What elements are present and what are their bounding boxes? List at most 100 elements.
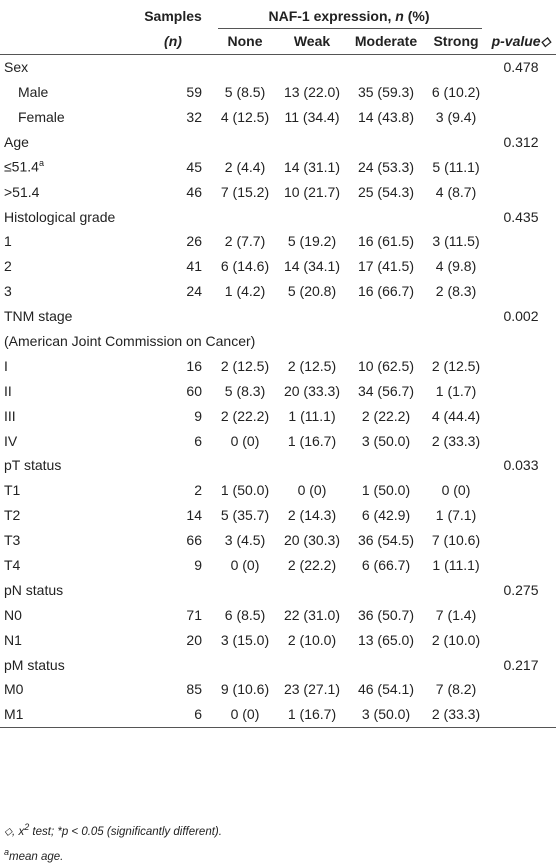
cell-pvalue: 0.478 [503,59,539,76]
cell-pvalue [486,279,556,304]
cell-strong [426,204,486,229]
table-row: >51.4 46 7 (15.2) 10 (21.7) 25 (54.3) 4 (8.7) [0,179,556,204]
cell-pvalue [486,553,556,578]
table-row: III 9 2 (22.2) 1 (11.1) 2 (22.2) 4 (44.4) [0,403,556,428]
table-row: T2 14 5 (35.7) 2 (14.3) 6 (42.9) 1 (7.1) [0,503,556,528]
header-pvalue: p-value⬦ [486,28,556,55]
footnote-test-prefix: ⬦, x [4,825,25,838]
cell-n: 14 [186,507,202,524]
cell-pvalue: 0.217 [503,656,539,673]
cell-none: 2 (22.2) [220,407,270,424]
cell-pvalue [486,627,556,652]
row-label-text: pT status [4,457,62,474]
cell-none [212,577,278,602]
cell-weak: 5 (19.2) [287,233,337,250]
cell-moderate: 2 (22.2) [361,407,411,424]
cell-moderate [346,129,426,154]
row-label: Age [0,129,134,154]
cell-strong: 2 (33.3) [426,701,486,728]
cell-weak: 1 (16.7) [287,432,337,449]
row-label: T3 [0,528,134,553]
row-label: N0 [0,602,134,627]
cell-pvalue [486,154,556,179]
naf1-expression-table: Samples NAF-1 expression, n (%) (n) None… [0,4,556,728]
cell-n: 9 [194,407,202,424]
cell-weak [278,453,346,478]
cell-strong [426,54,486,79]
cell-moderate [346,304,426,329]
header-naf-text: NAF-1 expression, n (%) [268,8,430,25]
cell-moderate: 34 (56.7) [357,382,415,399]
cell-pvalue: 0.312 [503,133,539,150]
row-label-text: 2 [4,258,12,275]
row-label-text: M0 [4,681,24,698]
row-label-text: pN status [4,581,64,598]
cell-none: 1 (4.2) [224,283,266,300]
cell-n: 20 [186,631,202,648]
row-label-text: T1 [4,482,21,499]
group-row: Sex 0.478 [0,54,556,79]
cell-n: 46 [186,183,202,200]
row-label: T2 [0,503,134,528]
cell-n: 16 [186,357,202,374]
row-label-text: N0 [4,606,22,623]
cell-pvalue [486,478,556,503]
cell-strong: 1 (1.7) [435,382,477,399]
row-label: M1 [0,701,134,728]
cell-moderate: 46 (54.1) [357,681,415,698]
cell-weak: 14 (31.1) [283,158,341,175]
row-label: 3 [0,279,134,304]
cell-strong [426,304,486,329]
footnote-mean-age-sup: a [4,846,10,857]
cell-weak [278,129,346,154]
cell-none: 0 (0) [212,701,278,728]
cell-pvalue [486,254,556,279]
cell-pvalue: 0.435 [503,208,539,225]
cell-n: 60 [186,382,202,399]
cell-none [212,54,278,79]
row-label-text: N1 [4,631,22,648]
cell-strong: 6 (10.2) [431,84,481,101]
row-label-text: Sex [4,59,29,76]
cell-pvalue: 0.002 [503,308,539,325]
cell-n: 24 [186,283,202,300]
cell-n: 71 [186,606,202,623]
header-blank [0,4,134,29]
table-row: Female 32 4 (12.5) 11 (34.4) 14 (43.8) 3 (9.4… [0,105,556,130]
row-label-text: M1 [4,706,24,723]
row-label-text: 3 [4,283,12,300]
cell-pvalue [486,503,556,528]
cell-moderate: 36 (50.7) [357,606,415,623]
cell-weak: 2 (12.5) [287,357,337,374]
cell-moderate: 6 (66.7) [361,557,411,574]
cell-weak: 23 (27.1) [283,681,341,698]
cell-strong [426,453,486,478]
row-label: pN status [0,577,134,602]
row-label-text: II [4,382,12,399]
cell-strong: 7 (10.6) [431,532,481,549]
cell-n: 9 [194,557,202,574]
cell-n: 45 [186,158,202,175]
header-row-2: (n) None Weak Moderate Strong p-value⬦ [0,28,556,55]
cell-n: 6 [194,432,202,449]
group-row: pT status 0.033 [0,453,556,478]
row-label: N1 [0,627,134,652]
table-row: 1 26 2 (7.7) 5 (19.2) 16 (61.5) 3 (11.5) [0,229,556,254]
cell-none: 9 (10.6) [220,681,270,698]
table-row: T3 66 3 (4.5) 20 (30.3) 36 (54.5) 7 (10.6) [0,528,556,553]
row-label: II [0,378,134,403]
group-row: pN status 0.275 [0,577,556,602]
cell-moderate: 24 (53.3) [357,158,415,175]
row-label-text: Age [4,133,29,150]
row-label-text: IV [4,432,18,449]
cell-none: 5 (8.3) [224,382,266,399]
cell-none: 2 (7.7) [224,233,266,250]
cell-none: 5 (35.7) [220,507,270,524]
row-label-text: Female [18,109,65,125]
cell-strong: 4 (9.8) [435,258,477,275]
row-label: T1 [0,478,134,503]
cell-strong: 1 (11.1) [432,557,480,574]
row-label-text: III [4,407,16,424]
row-label: Male [0,80,134,105]
